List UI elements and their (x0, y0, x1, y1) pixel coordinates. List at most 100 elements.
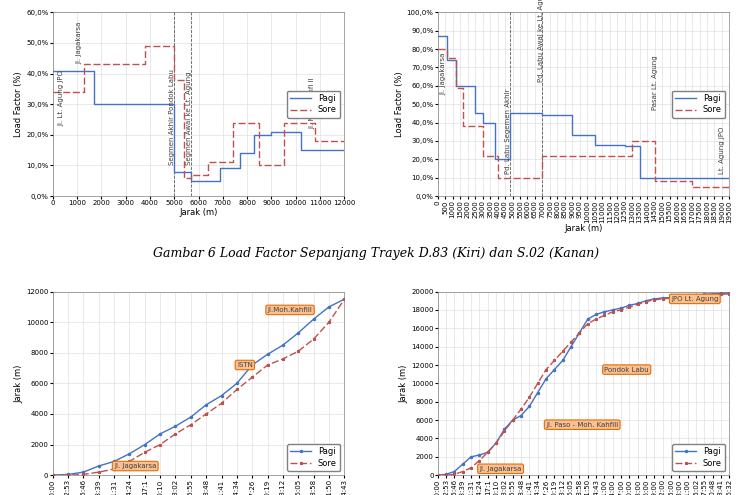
Pagi (608, 307, 617, 313)
Sore (484, 449, 493, 455)
Sore (442, 46, 451, 52)
Sore (533, 380, 542, 386)
Sore (568, 152, 577, 158)
Sore (505, 175, 514, 181)
Pagi (538, 112, 547, 118)
Sore (433, 472, 442, 478)
Pagi (466, 454, 475, 460)
Pagi (150, 101, 159, 107)
Sore (141, 449, 150, 455)
Sore (247, 374, 256, 380)
Sore (658, 296, 667, 302)
Text: Pd. Labu Segemen Akhir: Pd. Labu Segemen Akhir (505, 89, 511, 174)
Sore (186, 175, 196, 181)
Sore (109, 61, 118, 67)
Pagi (650, 296, 659, 302)
Sore (255, 162, 264, 168)
Sore (650, 138, 660, 144)
Sore (311, 138, 320, 144)
Pagi (658, 295, 667, 301)
Pagi (110, 458, 119, 464)
Legend: Pagi, Sore: Pagi, Sore (672, 444, 725, 471)
Pagi (558, 357, 567, 363)
Pagi (232, 380, 241, 386)
Legend: Pagi, Sore: Pagi, Sore (287, 444, 340, 471)
Text: Jl. Jagakarsa: Jl. Jagakarsa (479, 466, 522, 472)
Text: Jl. Jagakarsa: Jl. Jagakarsa (77, 22, 83, 64)
Sore (538, 175, 547, 181)
Sore (48, 472, 57, 478)
Sore (80, 89, 89, 95)
Sore (459, 85, 468, 91)
Sore (279, 162, 288, 168)
Sore (170, 77, 179, 83)
Pagi (150, 101, 159, 107)
Sore (228, 120, 237, 126)
Pagi (458, 461, 467, 467)
Pagi (684, 293, 693, 299)
Pagi (186, 178, 196, 184)
Pagi (687, 175, 696, 181)
Sore (708, 292, 717, 297)
Pagi (433, 472, 442, 478)
Pagi (171, 423, 180, 429)
Pagi (635, 175, 644, 181)
Sore (525, 394, 534, 400)
Pagi (325, 304, 334, 310)
Pagi (675, 294, 684, 300)
Pagi (550, 367, 559, 373)
Sore (170, 43, 179, 49)
Pagi (263, 351, 272, 357)
Pagi (316, 147, 325, 153)
Sore (110, 466, 119, 472)
Pagi (490, 120, 499, 126)
Sore (500, 428, 509, 434)
Sore (202, 411, 211, 417)
Pagi (316, 147, 325, 153)
Sore (617, 307, 626, 313)
Sore (478, 152, 487, 158)
Sore (538, 152, 547, 158)
Sore (508, 417, 517, 423)
Pagi (566, 344, 575, 349)
Text: JPO Lt. Agung: JPO Lt. Agung (671, 296, 718, 302)
Pagi (250, 132, 259, 138)
Sore (451, 55, 460, 61)
Text: Jl.Moh.Kahfill: Jl.Moh.Kahfill (268, 307, 313, 313)
Sore (717, 292, 726, 297)
Sore (204, 159, 213, 165)
Sore (568, 152, 577, 158)
Pagi (267, 132, 276, 138)
Pagi (568, 112, 577, 118)
Pagi (725, 290, 734, 296)
Pagi (568, 133, 577, 139)
Text: Jl. Jagakarsa: Jl. Jagakarsa (114, 463, 156, 469)
Pagi (278, 342, 287, 348)
Text: Segmen Awal ke Lt. Agung: Segmen Awal ke Lt. Agung (186, 72, 192, 165)
Pagi (600, 309, 609, 315)
Text: Lt. Agung JPO: Lt. Agung JPO (719, 127, 725, 174)
Sore (311, 120, 320, 126)
Sore (665, 178, 674, 184)
Pagi (633, 300, 642, 306)
Sore (279, 120, 288, 126)
Sore (475, 457, 484, 463)
X-axis label: Jarak (m): Jarak (m) (565, 224, 603, 233)
Sore (684, 294, 693, 300)
Sore (340, 296, 349, 302)
Sore (492, 440, 501, 446)
Pagi (478, 110, 487, 116)
Sore (566, 339, 575, 345)
Pagi (625, 302, 634, 308)
Sore (650, 297, 659, 303)
Pagi (471, 110, 480, 116)
Pagi (216, 178, 225, 184)
Pagi (575, 330, 584, 336)
Pagi (186, 169, 196, 175)
Sore (628, 152, 637, 158)
Sore (204, 172, 213, 178)
Sore (141, 43, 150, 49)
Pagi (183, 169, 192, 175)
Pagi (247, 362, 256, 368)
Sore (692, 293, 701, 299)
